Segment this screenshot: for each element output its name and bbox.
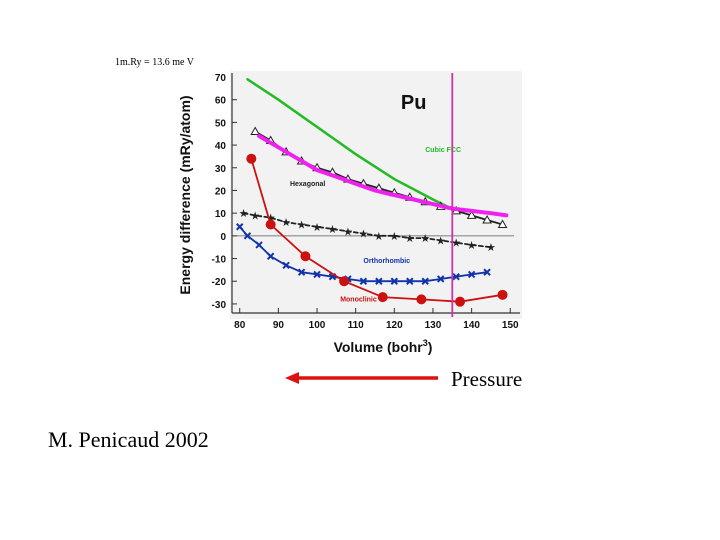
- y-tick-label: 70: [215, 73, 227, 84]
- orthorhombic-point: [282, 261, 290, 270]
- series-2-point: ★: [451, 237, 461, 250]
- orthorhombic-point: [313, 270, 321, 279]
- y-tick-label: -10: [212, 255, 227, 266]
- x-tick-label: 140: [463, 320, 480, 331]
- x-tick-label: 130: [425, 320, 442, 331]
- element-annotation: Pu: [401, 92, 427, 114]
- orthorhombic-point: [452, 272, 460, 281]
- orthorhombic-point: [483, 268, 491, 276]
- hexagonal-point: [250, 126, 261, 135]
- pressure-label: Pressure: [451, 367, 523, 391]
- series-2-curve: [242, 212, 492, 249]
- y-tick-label: -30: [212, 300, 227, 311]
- series-2-point: ★: [467, 239, 477, 252]
- y-tick-label: 20: [215, 186, 227, 197]
- y-tick-label: 40: [215, 141, 227, 152]
- orthorhombic-point: [266, 252, 275, 260]
- cubic-fcc-label: Cubic FCC: [425, 147, 461, 154]
- series-2-point: ★: [312, 221, 322, 234]
- monoclinic-point: [416, 294, 427, 305]
- pressure-arrow-head: [285, 372, 299, 384]
- unit-conversion-note: 1m.Ry = 13.6 me V: [115, 57, 194, 68]
- orthorhombic-label: Orthorhombic: [363, 258, 410, 265]
- cubic-fcc-curve: [246, 78, 458, 213]
- orthorhombic-point: [297, 268, 306, 276]
- series-2-point: ★: [328, 223, 338, 236]
- orthorhombic-point: [375, 277, 383, 285]
- series-5-curve: [257, 134, 509, 218]
- series-2-point: ★: [389, 230, 399, 243]
- x-tick-label: 90: [273, 320, 285, 331]
- orthorhombic-point: [255, 241, 263, 249]
- monoclinic-point: [377, 292, 388, 303]
- series-2-point: ★: [436, 234, 446, 247]
- y-axis-title: Energy difference (mRy/atom): [177, 95, 193, 294]
- series-2-point: ★: [250, 209, 260, 222]
- y-tick-label: 50: [215, 118, 227, 129]
- orthorhombic-point: [406, 277, 414, 285]
- series-2-point: ★: [266, 212, 276, 225]
- monoclinic-point: [300, 251, 311, 262]
- monoclinic-point: [339, 276, 350, 287]
- y-tick-label: -20: [212, 277, 227, 288]
- orthorhombic-point: [236, 223, 244, 231]
- y-tick-label: 10: [215, 209, 227, 220]
- hexagonal-point: [482, 214, 492, 224]
- x-tick-label: 80: [234, 320, 246, 331]
- series-2-point: ★: [405, 232, 415, 245]
- hexagonal-label: Hexagonal: [290, 181, 325, 188]
- series-2-point: ★: [281, 216, 291, 229]
- series-2-point: ★: [374, 230, 384, 243]
- orthorhombic-point: [421, 277, 429, 285]
- x-tick-label: 150: [502, 320, 519, 331]
- credit-text: M. Penicaud 2002: [48, 427, 209, 452]
- monoclinic-point: [246, 153, 257, 164]
- x-tick-label: 120: [386, 320, 403, 331]
- monoclinic-curve: [250, 157, 504, 303]
- orthorhombic-point: [243, 232, 252, 240]
- plot-background: [230, 71, 522, 319]
- orthorhombic-point: [467, 270, 476, 279]
- monoclinic-point: [455, 296, 466, 307]
- x-tick-label: 100: [309, 320, 326, 331]
- y-tick-label: 60: [215, 96, 227, 107]
- series-2-point: ★: [239, 207, 249, 220]
- orthorhombic-point: [390, 277, 399, 285]
- hexagonal-point: [466, 210, 477, 219]
- series-2-point: ★: [297, 219, 307, 232]
- series-2-point: ★: [343, 225, 353, 238]
- series-2-point: ★: [486, 241, 496, 254]
- monoclinic-point: [265, 219, 276, 230]
- orthorhombic-point: [359, 277, 368, 285]
- monoclinic-point: [497, 289, 508, 300]
- series-2-point: ★: [420, 232, 430, 245]
- x-tick-label: 110: [348, 320, 365, 331]
- y-tick-label: 30: [215, 164, 227, 175]
- orthorhombic-point: [436, 275, 445, 283]
- x-axis-title: Volume (bohr3): [334, 338, 433, 355]
- y-tick-label: 0: [220, 232, 226, 243]
- monoclinic-label: Monoclinic: [340, 297, 377, 304]
- hexagonal-point: [497, 219, 508, 228]
- series-2-point: ★: [358, 228, 368, 241]
